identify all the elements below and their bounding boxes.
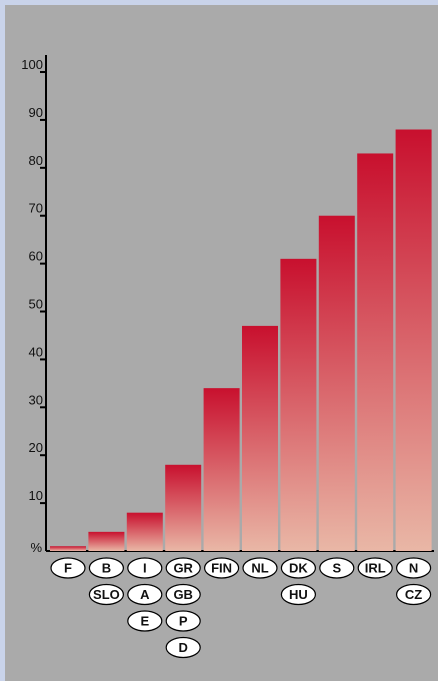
category-pill <box>165 636 201 659</box>
category-label: A <box>140 587 150 602</box>
y-tick-label: 40 <box>29 344 43 359</box>
y-tick-label: 50 <box>29 297 43 312</box>
category-label: CZ <box>405 587 422 602</box>
category-label: D <box>179 640 188 655</box>
category-label: E <box>140 614 149 629</box>
category-label: GB <box>173 587 193 602</box>
category-label: GR <box>173 561 193 576</box>
category-label: SLO <box>93 587 120 602</box>
y-tick-label: 90 <box>29 105 43 120</box>
category-pill <box>88 583 125 606</box>
bar-dk <box>280 258 317 551</box>
category-pill <box>280 557 316 579</box>
y-tick-label: 80 <box>29 153 43 168</box>
category-label: P <box>179 614 188 629</box>
y-tick-label: 20 <box>29 440 43 455</box>
bar-s <box>318 215 355 551</box>
bar-n <box>395 129 432 551</box>
category-label: B <box>102 561 111 576</box>
category-label: F <box>64 561 72 576</box>
category-pill <box>88 557 125 579</box>
y-tick-label: 100 <box>21 57 43 72</box>
category-pill <box>165 583 201 606</box>
bar-gr <box>165 464 202 551</box>
category-pill <box>242 557 278 579</box>
category-label: I <box>143 561 147 576</box>
category-pill <box>165 557 201 579</box>
category-pill <box>357 557 393 579</box>
category-pill <box>396 583 432 606</box>
category-pill <box>165 610 201 632</box>
category-pill <box>204 557 240 579</box>
y-tick-label: 60 <box>29 249 43 264</box>
category-pill <box>280 583 316 606</box>
category-pill <box>127 557 163 579</box>
chart-panel: 10 20 30 40 50 60 70 80 90 100% F B SLO I A E GR GB P D FIN… <box>5 5 438 681</box>
bar-i <box>126 512 163 551</box>
category-label: IRL <box>365 561 386 576</box>
bar-nl <box>242 325 278 551</box>
bar-f <box>50 546 86 551</box>
y-tick-label: 10 <box>29 488 43 503</box>
category-pill <box>50 557 86 579</box>
category-label: S <box>332 561 341 576</box>
category-pill <box>127 610 163 632</box>
category-label: FIN <box>211 561 232 576</box>
category-pill <box>319 557 355 579</box>
y-tick-label: 70 <box>29 201 43 216</box>
category-label: NL <box>251 561 268 576</box>
bar-irl <box>357 153 394 551</box>
y-axis-unit-label: % <box>30 540 42 555</box>
category-label: N <box>409 561 418 576</box>
bar-fin <box>203 388 240 551</box>
category-pill <box>396 557 432 579</box>
category-label: HU <box>289 587 308 602</box>
category-label: DK <box>289 561 308 576</box>
y-tick-label: 30 <box>29 392 43 407</box>
bar-b <box>88 531 125 551</box>
category-pill <box>127 583 163 606</box>
